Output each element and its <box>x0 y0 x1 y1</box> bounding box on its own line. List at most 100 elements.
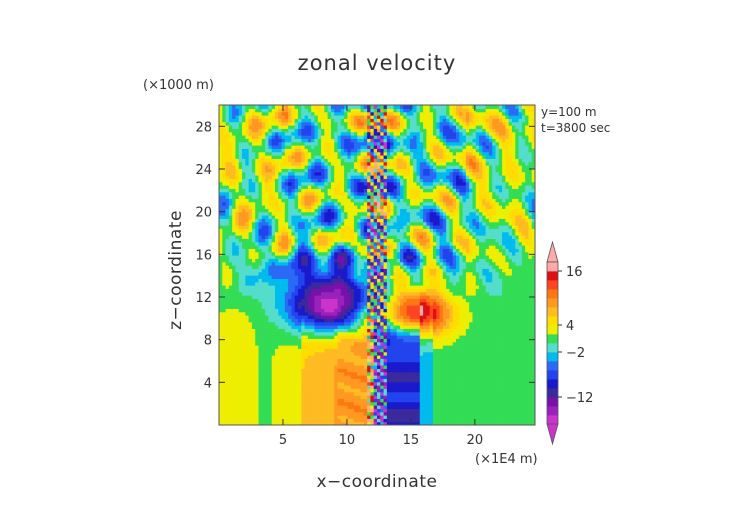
contour-cell <box>350 321 355 326</box>
contour-cell <box>311 415 316 419</box>
contour-cell <box>353 361 358 366</box>
contour-cell <box>357 411 362 416</box>
contour-cell <box>219 281 223 286</box>
contour-cell <box>317 255 322 259</box>
contour-cell <box>373 291 378 296</box>
contour-cell <box>465 275 470 279</box>
contour-cell <box>479 341 483 346</box>
contour-cell <box>505 415 510 419</box>
contour-cell <box>337 371 342 376</box>
contour-cell <box>400 371 404 376</box>
contour-cell <box>400 338 404 343</box>
contour-cell <box>485 305 490 309</box>
contour-cell <box>492 351 497 356</box>
contour-cell <box>373 361 378 366</box>
contour-cell <box>228 258 233 263</box>
contour-cell <box>294 381 299 386</box>
contour-cell <box>219 285 223 289</box>
contour-cell <box>406 351 411 356</box>
contour-cell <box>235 255 240 259</box>
contour-cell <box>508 338 513 343</box>
contour-cell <box>495 308 500 313</box>
contour-cell <box>222 371 227 376</box>
contour-cell <box>353 395 358 399</box>
contour-cell <box>528 281 533 286</box>
contour-cell <box>235 331 240 336</box>
contour-cell <box>311 308 316 313</box>
contour-cell <box>268 251 273 256</box>
contour-cell <box>377 288 381 293</box>
contour-cell <box>400 275 404 279</box>
contour-cell <box>353 285 358 289</box>
contour-cell <box>403 345 408 349</box>
contour-cell <box>350 295 355 299</box>
contour-cell <box>462 268 467 273</box>
contour-cell <box>360 385 365 389</box>
contour-cell <box>357 415 362 419</box>
contour-cell <box>386 418 391 423</box>
contour-cell <box>363 275 368 279</box>
contour-cell <box>265 398 269 403</box>
contour-cell <box>416 401 421 406</box>
contour-cell <box>518 265 523 269</box>
contour-cell <box>439 408 444 413</box>
contour-cell <box>419 368 424 373</box>
contour-cell <box>482 335 487 339</box>
contour-cell <box>528 368 533 373</box>
contour-cell <box>485 315 490 319</box>
contour-cell <box>370 365 375 369</box>
contour-cell <box>508 328 513 333</box>
contour-cell <box>248 351 253 356</box>
contour-cell <box>525 375 530 379</box>
contour-cell <box>288 321 293 326</box>
contour-cell <box>317 318 322 323</box>
contour-cell <box>456 358 460 363</box>
contour-cell <box>363 318 368 323</box>
contour-cell <box>340 325 345 329</box>
contour-cell <box>337 401 342 406</box>
contour-cell <box>485 291 490 296</box>
contour-cell <box>423 411 427 416</box>
contour-cell <box>311 301 316 306</box>
contour-cell <box>284 405 289 409</box>
contour-cell <box>251 385 256 389</box>
contour-cell <box>469 288 474 293</box>
contour-cell <box>485 411 490 416</box>
contour-cell <box>284 321 289 326</box>
contour-cell <box>251 395 256 399</box>
contour-cell <box>432 408 437 413</box>
contour-cell <box>245 391 250 396</box>
contour-cell <box>439 258 444 263</box>
contour-cell <box>274 295 279 299</box>
contour-cell <box>238 265 243 269</box>
contour-cell <box>357 378 362 383</box>
contour-cell <box>219 301 223 306</box>
contour-cell <box>344 258 348 263</box>
contour-cell <box>423 311 427 316</box>
contour-cell <box>390 295 395 299</box>
contour-cell <box>304 305 309 309</box>
contour-cell <box>515 328 520 333</box>
contour-cell <box>367 418 372 423</box>
contour-cell <box>429 358 434 363</box>
contour-cell <box>363 421 368 425</box>
contour-cell <box>488 415 493 419</box>
contour-cell <box>449 298 454 303</box>
contour-cell <box>416 341 421 346</box>
contour-cell <box>495 415 500 419</box>
contour-cell <box>258 285 263 289</box>
contour-cell <box>228 355 233 359</box>
contour-cell <box>390 265 395 269</box>
contour-cell <box>409 345 414 349</box>
contour-cell <box>370 375 375 379</box>
contour-cell <box>298 281 302 286</box>
contour-cell <box>353 375 358 379</box>
contour-cell <box>502 368 506 373</box>
contour-cell <box>258 261 263 266</box>
contour-cell <box>452 355 457 359</box>
contour-cell <box>288 361 293 366</box>
contour-cell <box>327 275 332 279</box>
contour-cell <box>383 345 388 349</box>
contour-cell <box>301 291 306 296</box>
contour-cell <box>485 398 490 403</box>
